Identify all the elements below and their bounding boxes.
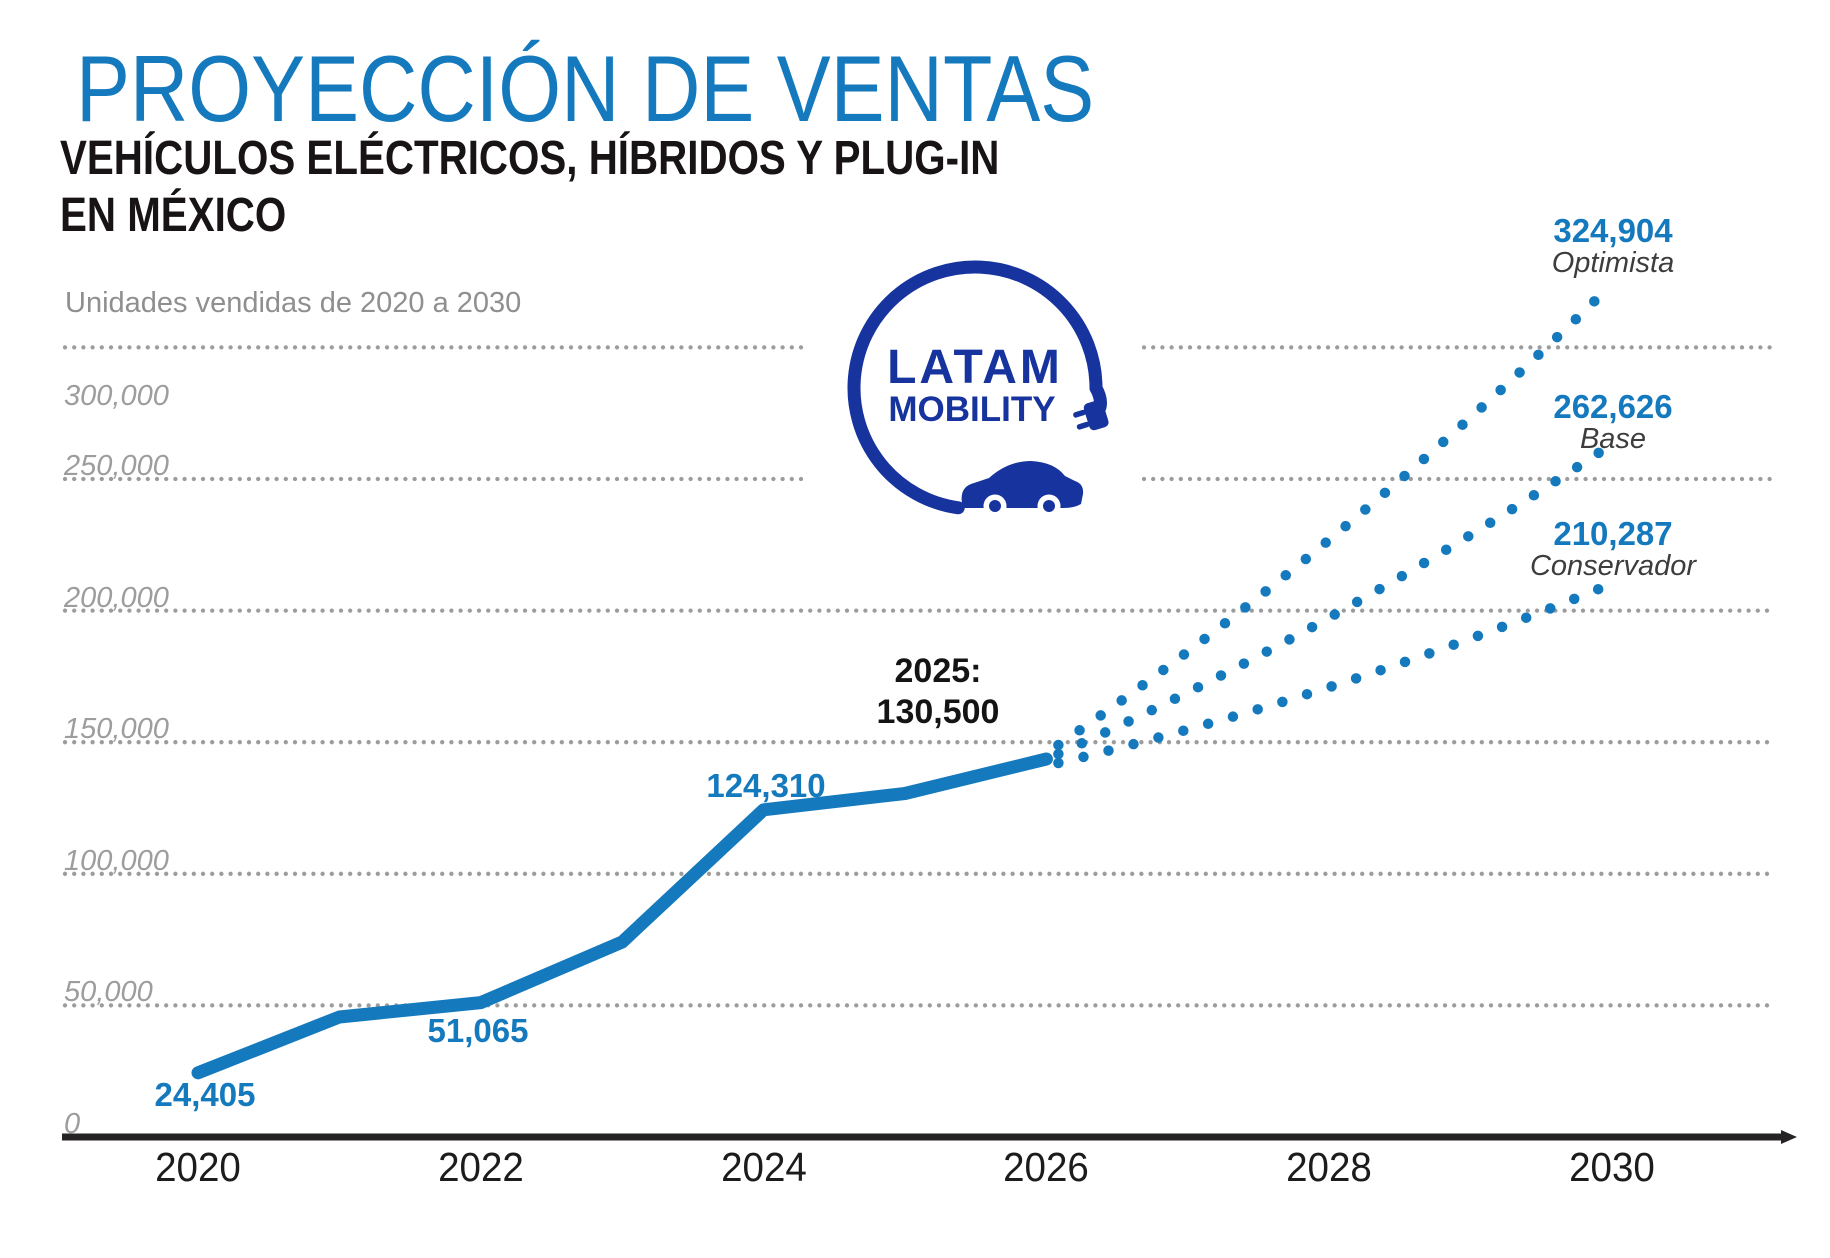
projection-line-conservador — [1053, 580, 1612, 769]
car-icon — [961, 461, 1084, 518]
chart-units-note: Unidades vendidas de 2020 a 2030 — [65, 287, 522, 319]
scenario-name-base: Base — [1579, 423, 1647, 455]
scenario-name-conservador: Conservador — [1529, 550, 1697, 582]
data-label-2020: 24,405 — [154, 1076, 256, 1113]
x-tick-label-2024: 2024 — [720, 1144, 807, 1190]
scenario-value-optimista: 324,904 — [1553, 212, 1673, 249]
scenario-label-conservador: 210,287 Conservador — [1503, 516, 1723, 582]
annotation-2025: 2025: 130,500 — [838, 651, 1038, 733]
scenario-label-optimista: 324,904 Optimista — [1503, 213, 1723, 279]
y-tick-label-250000: 250,000 — [64, 450, 169, 482]
projection-line-base — [1053, 446, 1606, 760]
scenario-value-base: 262,626 — [1553, 388, 1673, 425]
gridlines-layer — [62, 345, 1779, 1008]
data-label-2024: 124,310 — [706, 767, 826, 804]
y-tick-label-150000: 150,000 — [64, 713, 169, 746]
logo-wordmark-latam: LATAM — [887, 341, 1063, 394]
y-tick-label-300000: 300,000 — [64, 380, 169, 413]
scenario-value-conservador: 210,287 — [1553, 515, 1673, 552]
page-subtitle: VEHÍCULOS ELÉCTRICOS, HÍBRIDOS Y PLUG-IN… — [60, 130, 999, 244]
x-tick-label-2022: 2022 — [437, 1144, 524, 1190]
y-tick-label-100000: 100,000 — [64, 844, 169, 877]
y-tick-label-200000: 200,000 — [64, 581, 169, 614]
historical-sales-line — [191, 752, 1053, 1080]
page-title: PROYECCIÓN DE VENTAS — [76, 36, 1095, 141]
logo-circle-cable — [847, 260, 1103, 515]
subtitle-line-1: VEHÍCULOS ELÉCTRICOS, HÍBRIDOS Y PLUG-IN — [60, 132, 1000, 185]
x-axis-arrow-icon — [1781, 1130, 1797, 1144]
x-tick-label-2026: 2026 — [1003, 1144, 1090, 1190]
subtitle-line-2: EN MÉXICO — [60, 189, 287, 242]
y-tick-label-50000: 50,000 — [64, 976, 153, 1009]
latam-mobility-logo: LATAM MOBILITY — [847, 260, 1109, 518]
plug-icon — [1073, 400, 1109, 431]
series-layer — [191, 280, 1616, 1080]
scenario-label-base: 262,626 Base — [1503, 389, 1723, 455]
annotation-2025-year: 2025: — [894, 652, 982, 690]
x-tick-label-2028: 2028 — [1286, 1144, 1373, 1190]
annotation-2025-value: 130,500 — [876, 693, 1000, 731]
data-label-2022: 51,065 — [427, 1012, 529, 1049]
y-tick-label-0: 0 — [64, 1108, 81, 1140]
logo-wordmark-mobility: MOBILITY — [888, 390, 1055, 429]
x-tick-label-2030: 2030 — [1569, 1144, 1655, 1190]
scenario-name-optimista: Optimista — [1551, 247, 1675, 279]
x-tick-label-2020: 2020 — [155, 1144, 241, 1190]
